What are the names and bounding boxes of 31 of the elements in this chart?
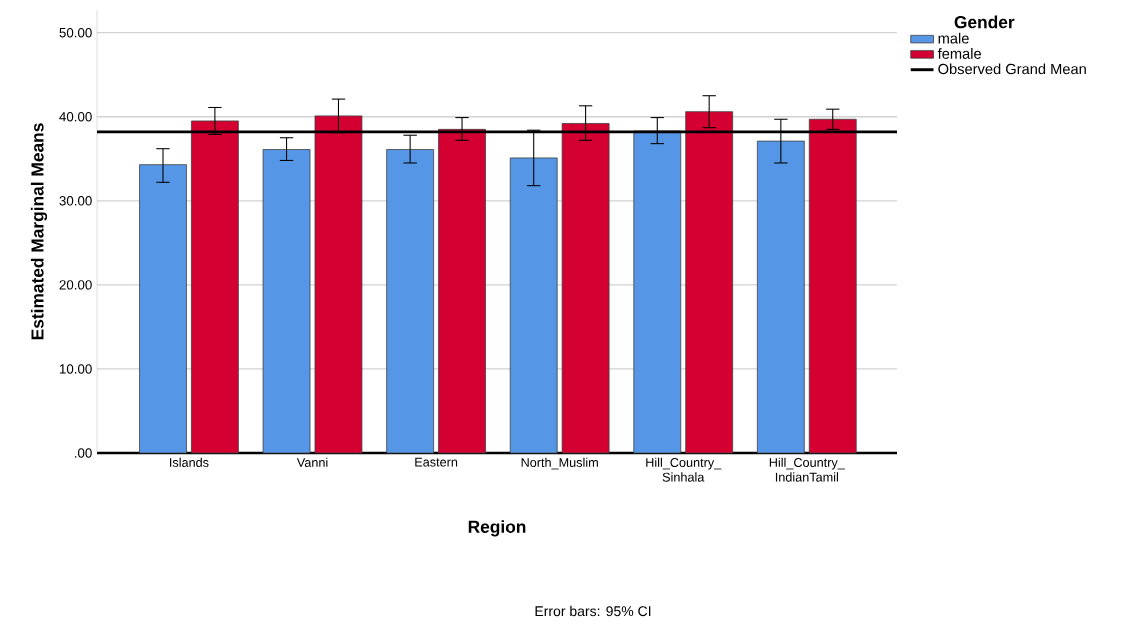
legend-label: male [938, 32, 969, 44]
bar [386, 149, 435, 454]
y-tick-label: 50.00 [59, 27, 92, 38]
bar [808, 118, 857, 454]
x-tick-label: Eastern [415, 457, 458, 467]
bar [314, 115, 363, 454]
y-tick-label: 40.00 [59, 112, 92, 122]
text: Error bars: 95% CI [535, 605, 651, 617]
bar [633, 130, 682, 454]
y-axis-title: Estimated Marginal Means [30, 123, 48, 340]
y-tick-label: 30.00 [59, 196, 92, 206]
bar [756, 140, 805, 454]
x-tick-label: North_Muslim [521, 457, 598, 470]
y-tick-label: 20.00 [59, 280, 92, 290]
legend-title: Gender [954, 15, 1015, 29]
bar [438, 128, 486, 454]
bar [509, 157, 558, 454]
legend-label: Observed Grand Mean [938, 63, 1086, 75]
bar [262, 149, 311, 454]
x-tick-label: Vanni [296, 457, 328, 467]
bar [191, 120, 239, 454]
bar [139, 164, 187, 454]
y-tick-label: .00 [74, 448, 92, 458]
x-tick-label: Hill_Country_ Sinhala [646, 457, 722, 482]
bar [561, 123, 610, 454]
y-tick-label: 10.00 [59, 364, 92, 374]
x-axis-title: Region [468, 520, 526, 537]
bar [685, 111, 734, 454]
x-tick-label: Islands [170, 457, 209, 467]
legend-label: female [937, 48, 981, 59]
x-tick-label: Hill_Country_ IndianTamil [769, 457, 845, 482]
